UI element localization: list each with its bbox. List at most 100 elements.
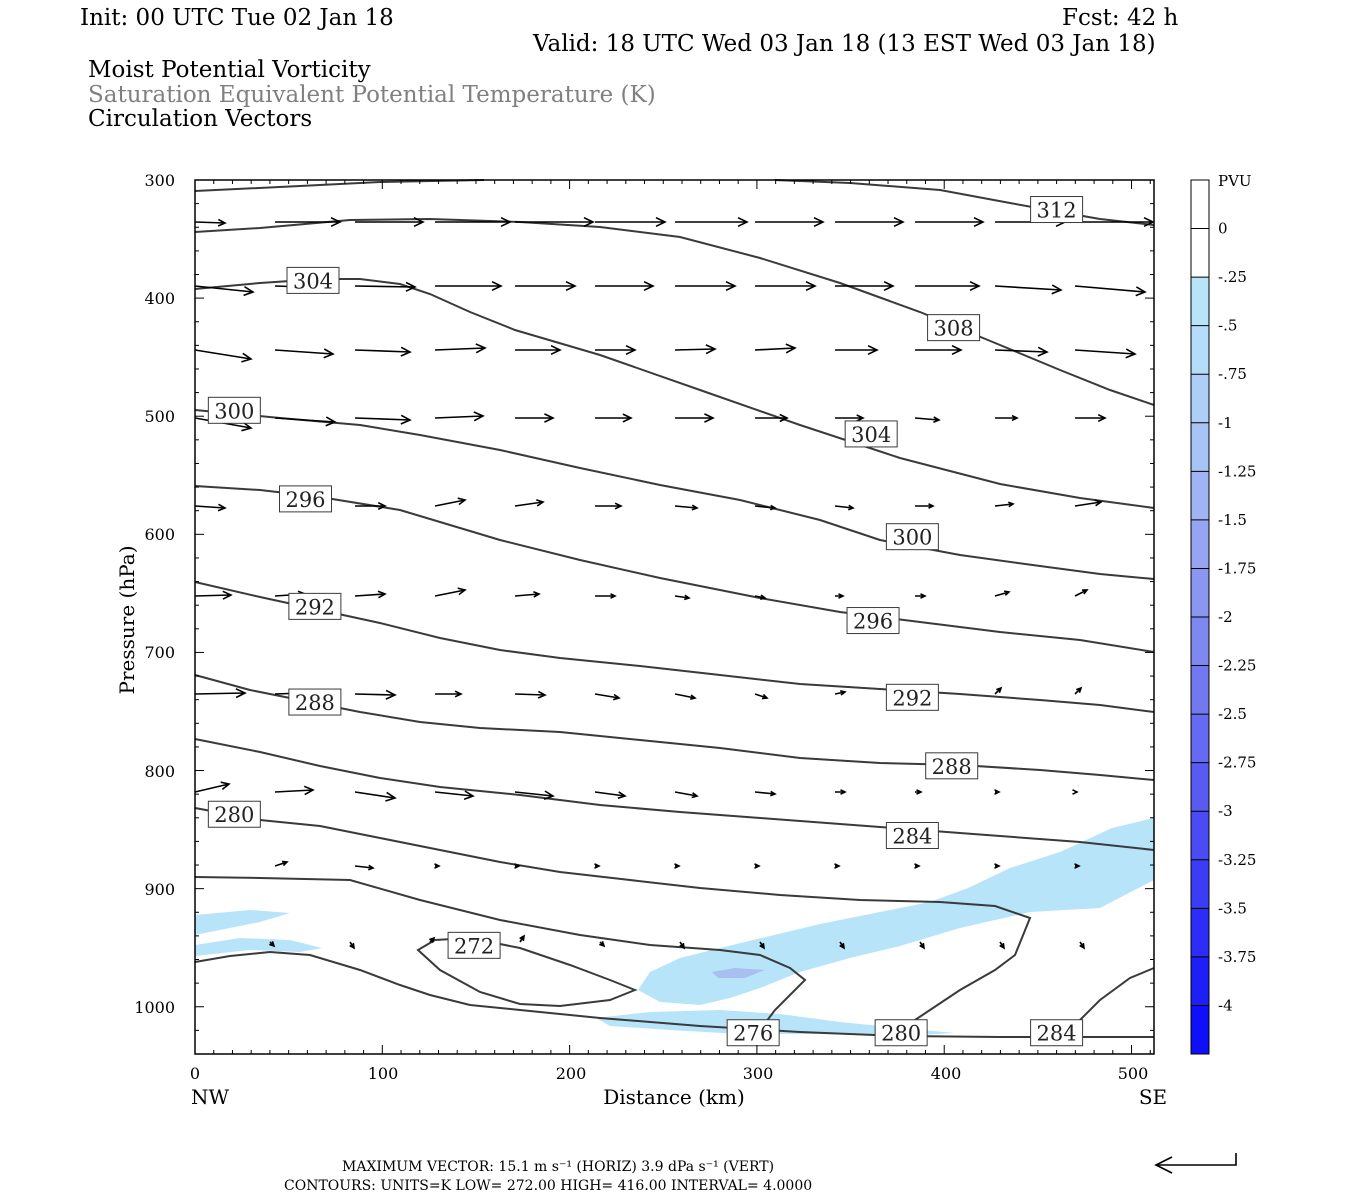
wind-vector <box>1075 216 1155 228</box>
x-axis-ticks: 0 100 200 300 400 500 <box>190 1064 1148 1083</box>
wind-vector <box>354 346 412 357</box>
contour-label-box <box>447 931 501 959</box>
wind-vector <box>755 216 825 228</box>
wind-vector <box>1074 686 1083 695</box>
contour-label-box <box>885 822 939 849</box>
wind-vector <box>995 414 1019 422</box>
x-tick-label: 100 <box>368 1064 399 1083</box>
wind-vector <box>595 502 623 510</box>
contour-label-box <box>844 420 898 448</box>
colorbar-tick-label: -3.5 <box>1218 899 1247 917</box>
contour-label: 304 <box>851 423 891 447</box>
wind-vector <box>194 285 255 297</box>
wind-vector <box>1074 589 1089 597</box>
colorbar-tick-label: -1.75 <box>1218 559 1256 577</box>
wind-vector <box>835 593 845 599</box>
wind-vector <box>354 414 412 425</box>
colorbar-swatch <box>1191 374 1209 424</box>
contour-label-box <box>288 592 342 620</box>
wind-vector <box>194 590 233 600</box>
contour-label: 296 <box>853 610 893 634</box>
colorbar-tick-label: -.5 <box>1218 317 1237 335</box>
y-tick-label: 900 <box>144 880 175 899</box>
contour-label: 300 <box>892 526 932 550</box>
pv-shade-region <box>712 968 765 978</box>
contour-label-box <box>207 396 261 424</box>
wind-vector <box>194 781 231 793</box>
colorbar-tick-label: -3.75 <box>1218 948 1256 966</box>
contour-line <box>194 278 1155 509</box>
wind-vector <box>514 690 547 699</box>
colorbar-tick-label: 0 <box>1218 220 1228 238</box>
wind-vector <box>194 688 247 699</box>
colorbar-swatch <box>1191 762 1209 812</box>
contour-label: 292 <box>295 595 335 619</box>
wind-vector <box>514 790 555 800</box>
colorbar-tick-label: -3.25 <box>1218 851 1256 869</box>
wind-vector <box>515 344 562 356</box>
wind-vector <box>275 216 342 228</box>
contour-line <box>194 807 1032 1031</box>
wind-vector <box>999 941 1006 950</box>
wind-vector <box>595 344 637 356</box>
colorbar-swatch <box>1191 325 1209 375</box>
wind-vector <box>1074 348 1137 359</box>
wind-vector <box>754 343 797 354</box>
wind-vector <box>1075 413 1107 423</box>
reference-vector <box>1154 1153 1237 1174</box>
contour-line <box>194 950 1154 1038</box>
contour-label: 280 <box>881 1022 921 1046</box>
wind-vector <box>435 690 463 698</box>
x-tick-label: 500 <box>1118 1064 1149 1083</box>
colorbar-tick-label: -.75 <box>1218 365 1247 383</box>
wind-vector <box>754 594 767 600</box>
contour-label: 284 <box>1037 1022 1077 1046</box>
wind-vector <box>674 344 717 355</box>
y-axis-title: Pressure (hPa) <box>115 546 139 695</box>
x-axis-title: Distance (km) <box>603 1085 745 1109</box>
wind-vector <box>194 218 227 227</box>
wind-vector <box>915 789 923 795</box>
wind-vector <box>1074 499 1103 507</box>
wind-vector <box>349 941 356 950</box>
field-title-vectors: Circulation Vectors <box>88 106 312 132</box>
wind-vector <box>194 349 253 363</box>
contour-label-box <box>1030 1019 1084 1047</box>
wind-vector <box>434 587 467 597</box>
wind-vector <box>759 941 766 950</box>
wind-vector <box>674 594 691 601</box>
wind-vector <box>919 941 926 950</box>
wind-vector <box>194 503 227 512</box>
valid-time: Valid: 18 UTC Wed 03 Jan 18 (13 EST Wed … <box>532 31 1156 57</box>
forecast-hour: Fcst: 42 h <box>1062 5 1179 31</box>
wind-vector <box>355 216 425 228</box>
wind-vector <box>274 860 289 867</box>
colorbar-units: PVU <box>1218 172 1252 190</box>
wind-vector <box>1072 789 1079 795</box>
wind-vector <box>595 413 633 423</box>
wind-vector <box>674 791 699 799</box>
pv-shade-region <box>195 910 290 935</box>
x-tick-label: 0 <box>190 1064 200 1083</box>
wind-vector <box>595 216 667 228</box>
colorbar-swatch <box>1191 714 1209 764</box>
colorbar-swatch <box>1191 519 1209 569</box>
colorbar-tick-label: -3 <box>1218 802 1233 820</box>
wind-vector <box>274 416 337 427</box>
wind-vector <box>754 693 769 700</box>
colorbar-swatch <box>1191 422 1209 472</box>
contour-label: 288 <box>295 691 335 715</box>
contour-label-box <box>207 800 261 828</box>
colorbar-tick-label: -1.25 <box>1218 462 1256 480</box>
colorbar-tick-label: -2.5 <box>1218 705 1247 723</box>
contour-label: 296 <box>285 488 325 512</box>
field-title-mpv: Moist Potential Vorticity <box>88 57 371 83</box>
wind-vector <box>354 590 387 599</box>
wind-vector <box>1074 863 1081 869</box>
wind-vector <box>434 863 441 869</box>
y-axis-ticks: 300 400 500 600 700 800 900 1000 <box>134 171 175 1017</box>
wind-vector <box>994 284 1063 295</box>
contour-label: 272 <box>454 934 494 958</box>
contour-line <box>194 409 1155 580</box>
contour-label-box <box>927 314 981 342</box>
